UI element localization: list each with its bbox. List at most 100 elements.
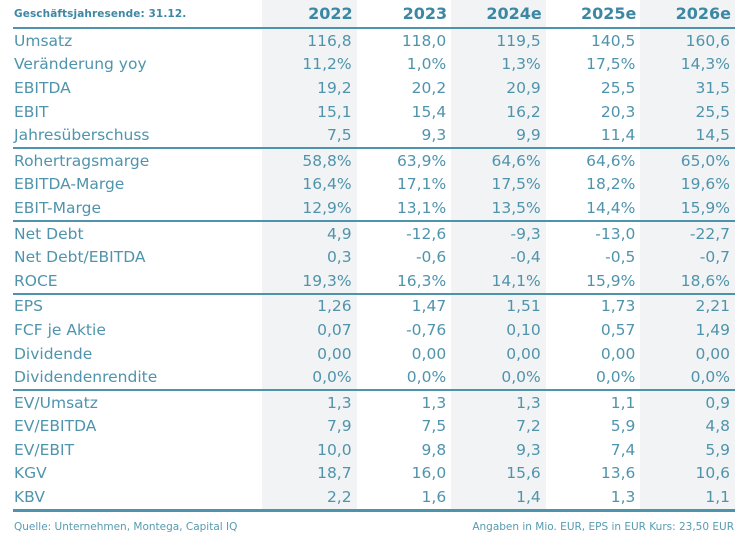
cell-value: 64,6%	[491, 151, 541, 170]
cell-value: 4,9	[326, 224, 352, 243]
cell-value: 14,3%	[680, 55, 730, 74]
cell-value: 31,5	[695, 78, 730, 97]
cell-value: 16,4%	[302, 175, 352, 194]
cell-value: 4,8	[705, 417, 730, 436]
table-row: Net Debt/EBITDA 0,3 -0,6 -0,4 -0,5 -0,7	[13, 245, 735, 269]
cell-value: 1,3	[421, 393, 447, 412]
table-section: Net Debt 4,9 -12,6 -9,3 -13,0 -22,7 Net Debt/E…	[13, 220, 735, 294]
row-label: Veränderung yoy	[14, 55, 147, 74]
cell-value: 2,2	[326, 488, 352, 507]
cell-value: -12,6	[406, 224, 447, 243]
table-header: Geschäftsjahresende: 31.12. 2022 2023 2024…	[13, 0, 735, 29]
cell-value: 9,3	[516, 440, 541, 459]
cell-value: 9,8	[421, 440, 447, 459]
row-label: Umsatz	[14, 31, 73, 50]
table-row: EV/EBITDA 7,9 7,5 7,2 5,9 4,8	[13, 415, 735, 439]
table-section: EV/Umsatz 1,3 1,3 1,3 1,1 0,9 EV/EBITDA 7,9 7,5 7…	[13, 389, 735, 511]
fiscal-year-end-note: Geschäftsjahresende: 31.12.	[13, 0, 262, 29]
cell-value: 0,0%	[406, 368, 447, 387]
cell-value: 18,2%	[586, 175, 636, 194]
table-section: EPS 1,26 1,47 1,51 1,73 2,21 FCF je Aktie 0,07 -…	[13, 293, 735, 390]
cell-value: -0,76	[406, 320, 447, 339]
cell-value: 25,5	[695, 102, 730, 121]
cell-value: -0,6	[415, 248, 447, 267]
cell-value: 17,5%	[491, 175, 541, 194]
column-header-2026e: 2026e	[640, 0, 735, 29]
row-label: EPS	[14, 297, 43, 316]
table-row: Veränderung yoy 11,2% 1,0% 1,3% 17,5% 14,3%	[13, 53, 735, 77]
cell-value: 64,6%	[586, 151, 636, 170]
cell-value: 1,26	[317, 297, 352, 316]
row-label: EBIT	[14, 102, 49, 121]
table-row: EBIT-Marge 12,9% 13,1% 13,5% 14,4% 15,9%	[13, 196, 735, 221]
table-row: EBIT 15,1 15,4 16,2 20,3 25,5	[13, 100, 735, 124]
cell-value: 14,4%	[586, 198, 636, 217]
cell-value: 13,1%	[396, 198, 447, 217]
cell-value: 1,6	[421, 488, 447, 507]
row-label: EBITDA-Marge	[14, 175, 125, 194]
cell-value: 13,6	[600, 464, 636, 483]
units-note: Angaben in Mio. EUR, EPS in EUR Kurs: 23…	[472, 521, 734, 533]
cell-value: 14,5	[695, 126, 730, 145]
table-section: Rohertragsmarge 58,8% 63,9% 64,6% 64,6% 65,0%…	[13, 147, 735, 221]
cell-value: 0,0%	[595, 368, 636, 387]
cell-value: -13,0	[595, 224, 636, 243]
cell-value: 1,1	[610, 393, 636, 412]
cell-value: 20,3	[600, 102, 636, 121]
cell-value: 5,9	[705, 440, 730, 459]
cell-value: 0,00	[695, 344, 730, 363]
row-label: FCF je Aktie	[14, 320, 106, 339]
source-note: Quelle: Unternehmen, Montega, Capital IQ	[14, 521, 238, 533]
cell-value: 119,5	[496, 31, 541, 50]
cell-value: -0,7	[699, 248, 730, 267]
column-header-2024e: 2024e	[451, 0, 546, 29]
cell-value: 7,9	[326, 417, 352, 436]
cell-value: 1,0%	[406, 55, 447, 74]
cell-value: 14,1%	[491, 271, 541, 290]
cell-value: 1,47	[411, 297, 447, 316]
financials-table: Geschäftsjahresende: 31.12. 2022 2023 2024…	[13, 0, 735, 512]
table-row: EV/EBIT 10,0 9,8 9,3 7,4 5,9	[13, 438, 735, 462]
row-label: ROCE	[14, 271, 58, 290]
cell-value: 15,6	[506, 464, 541, 483]
table-row: EBITDA-Marge 16,4% 17,1% 17,5% 18,2% 19,6%	[13, 173, 735, 197]
row-label: Dividende	[14, 344, 93, 363]
cell-value: 16,3%	[396, 271, 447, 290]
cell-value: 0,00	[600, 344, 636, 363]
cell-value: 0,0%	[501, 368, 541, 387]
cell-value: 19,3%	[302, 271, 352, 290]
cell-value: -22,7	[689, 224, 730, 243]
cell-value: 16,2	[506, 102, 541, 121]
cell-value: 0,00	[411, 344, 447, 363]
row-label: EV/EBIT	[14, 440, 75, 459]
table-row: KGV 18,7 16,0 15,6 13,6 10,6	[13, 462, 735, 486]
row-label: KBV	[14, 488, 45, 507]
cell-value: 65,0%	[680, 151, 730, 170]
cell-value: -9,3	[510, 224, 541, 243]
cell-value: 15,9%	[586, 271, 636, 290]
cell-value: 25,5	[600, 78, 636, 97]
row-label: KGV	[14, 464, 47, 483]
cell-value: 0,57	[600, 320, 636, 339]
row-label: Net Debt	[14, 224, 84, 243]
table-row: Rohertragsmarge 58,8% 63,9% 64,6% 64,6% 65,0%	[13, 148, 735, 173]
table-footnote: Quelle: Unternehmen, Montega, Capital IQ…	[13, 521, 735, 533]
table-row: FCF je Aktie 0,07 -0,76 0,10 0,57 1,49	[13, 318, 735, 342]
cell-value: 58,8%	[302, 151, 352, 170]
cell-value: -0,4	[510, 248, 541, 267]
cell-value: -0,5	[605, 248, 636, 267]
table-row: Net Debt 4,9 -12,6 -9,3 -13,0 -22,7	[13, 221, 735, 246]
cell-value: 1,51	[506, 297, 541, 316]
cell-value: 1,3	[516, 393, 541, 412]
cell-value: 1,49	[695, 320, 730, 339]
cell-value: 7,5	[421, 417, 447, 436]
row-label: EBITDA	[14, 78, 71, 97]
column-header-2022: 2022	[262, 0, 357, 29]
cell-value: 17,5%	[586, 55, 636, 74]
table-row: ROCE 19,3% 16,3% 14,1% 15,9% 18,6%	[13, 269, 735, 294]
table-section: Umsatz 116,8 118,0 119,5 140,5 160,6 Veränderu…	[13, 28, 735, 148]
cell-value: 0,0%	[312, 368, 352, 387]
column-header-2023: 2023	[356, 0, 452, 29]
cell-value: 19,6%	[680, 175, 730, 194]
